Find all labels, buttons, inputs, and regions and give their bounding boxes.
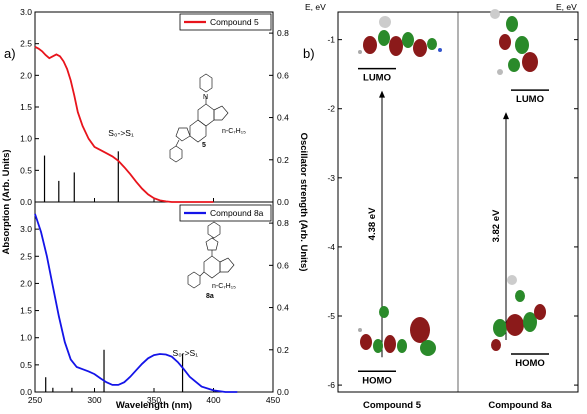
top-y-tick-label: 2.0 [20,70,32,80]
gap-arrow-head [503,112,509,120]
top-y2-tick-label: 0.4 [277,113,289,123]
top-y-tick-label: 2.5 [20,39,32,49]
bottom-plot-frame [34,201,274,393]
lumo-label: LUMO [516,94,544,105]
x-axis-label: Wavelength (nm) [116,400,192,411]
gap-label: 3.82 eV [491,209,502,242]
top-y2-tick-label: 0.0 [277,197,289,207]
bottom-y2-tick-label: 0.2 [277,345,289,355]
energy-tick-label: -5 [327,311,335,321]
energy-tick-label: -6 [327,380,335,390]
bottom-s0-s1-annotation: S₀->S₁ [173,348,199,358]
bottom-y-tick-label: 1.5 [20,306,32,316]
energy-tick-label: -2 [327,104,335,114]
x-tick-label: 450 [266,395,280,405]
x-tick-label: 250 [28,395,42,405]
absorption-ticks: 0.0 0.5 1.0 1.5 2.0 2.5 3.0 0.0 0.2 0.4 0.6 0.8 0.0 0… [20,7,289,405]
homo-label: HOMO [515,358,545,369]
oscillator-sticks [43,151,184,392]
bottom-y2-tick-label: 0.8 [277,218,289,228]
lumo-orbital-compound-8a [490,9,538,75]
legend-top: Compound 5 [179,13,272,31]
energy-tick-label: -3 [327,173,335,183]
lumo-label: LUMO [363,73,391,84]
energy-axis-label-right: E, eV [556,2,577,12]
compound-8a-number: 8a [206,293,214,300]
bottom-y-tick-label: 2.5 [20,251,32,261]
bottom-y-tick-label: 0.0 [20,387,32,397]
top-absorption-series [34,46,214,203]
legend-top-box [179,13,272,31]
compound-5-alkyl: n-C₇H₁₅ [222,128,246,135]
panel-b-label: b) [303,46,315,61]
bottom-y-tick-label: 2.0 [20,278,32,288]
bottom-absorption-series [34,213,238,393]
top-y2-tick-label: 0.6 [277,70,289,80]
energy-ticks: -1 -2 -3 -4 -5 -6 [327,35,578,390]
homo-orbital-compound-5 [358,306,436,356]
bottom-y2-tick-label: 0.4 [277,303,289,313]
gap-arrow-head [379,90,385,98]
y2-axis-label: Oscillator strength (Arb. Units) [298,133,309,272]
top-y-tick-label: 3.0 [20,7,32,17]
legend-top-label: Compound 5 [210,17,259,27]
top-plot-frame [34,11,274,203]
bottom-y-tick-label: 1.0 [20,333,32,343]
legend-bottom-label: Compound 8a [210,208,264,218]
y-axis-label: Absorption (Arb. Units) [1,149,12,254]
gap-label: 4.38 eV [367,207,378,240]
homo-orbital-compound-8a [491,275,546,351]
bottom-y2-tick-label: 0.0 [277,387,289,397]
panel-a-label: a) [4,46,16,61]
x-tick-label: 300 [87,395,101,405]
energy-levels: LUMO HOMO 4.38 eV LUMO HOMO 3.82 eV [358,67,549,386]
energy-tick-label: -4 [327,242,335,252]
category-compound-8a: Compound 8a [488,400,552,411]
x-tick-label: 350 [147,395,161,405]
homo-label: HOMO [362,375,392,386]
bottom-y-tick-label: 3.0 [20,224,32,234]
bottom-y2-tick-label: 0.6 [277,260,289,270]
compound-8a-alkyl: n-C₇H₁₅ [212,283,236,290]
x-tick-label: 400 [206,395,220,405]
top-y-tick-label: 0.0 [20,197,32,207]
legend-bottom: Compound 8a [179,204,272,222]
top-s0-s1-annotation: S₀->S₁ [108,128,134,138]
top-y2-tick-label: 0.8 [277,28,289,38]
legend-bottom-box [179,204,272,222]
energy-tick-label: -1 [327,35,335,45]
compound-5-structure: N 5 n-C₇H₁₅ [169,73,246,163]
lumo-orbital-compound-5 [358,16,442,57]
energy-diagram-panel: -1 -2 -3 -4 -5 -6 E, eV E, eV LUMO HOMO 4.38 eV… [305,2,579,411]
compound-5-number: 5 [202,142,206,149]
top-y2-tick-label: 0.2 [277,155,289,165]
top-y-tick-label: 0.5 [20,165,32,175]
top-y-tick-label: 1.5 [20,102,32,112]
top-y-tick-label: 1.0 [20,134,32,144]
compound-5-n-atom: N [203,94,208,101]
compound-8a-structure: 8a n-C₇H₁₅ [187,221,236,300]
absorption-curves [34,46,238,393]
category-compound-5: Compound 5 [363,400,422,411]
bottom-y-tick-label: 0.5 [20,360,32,370]
energy-axis-label-left: E, eV [305,2,326,12]
absorption-panel: 0.0 0.5 1.0 1.5 2.0 2.5 3.0 0.0 0.2 0.4 0.6 0.8 0.0 0… [1,7,309,411]
